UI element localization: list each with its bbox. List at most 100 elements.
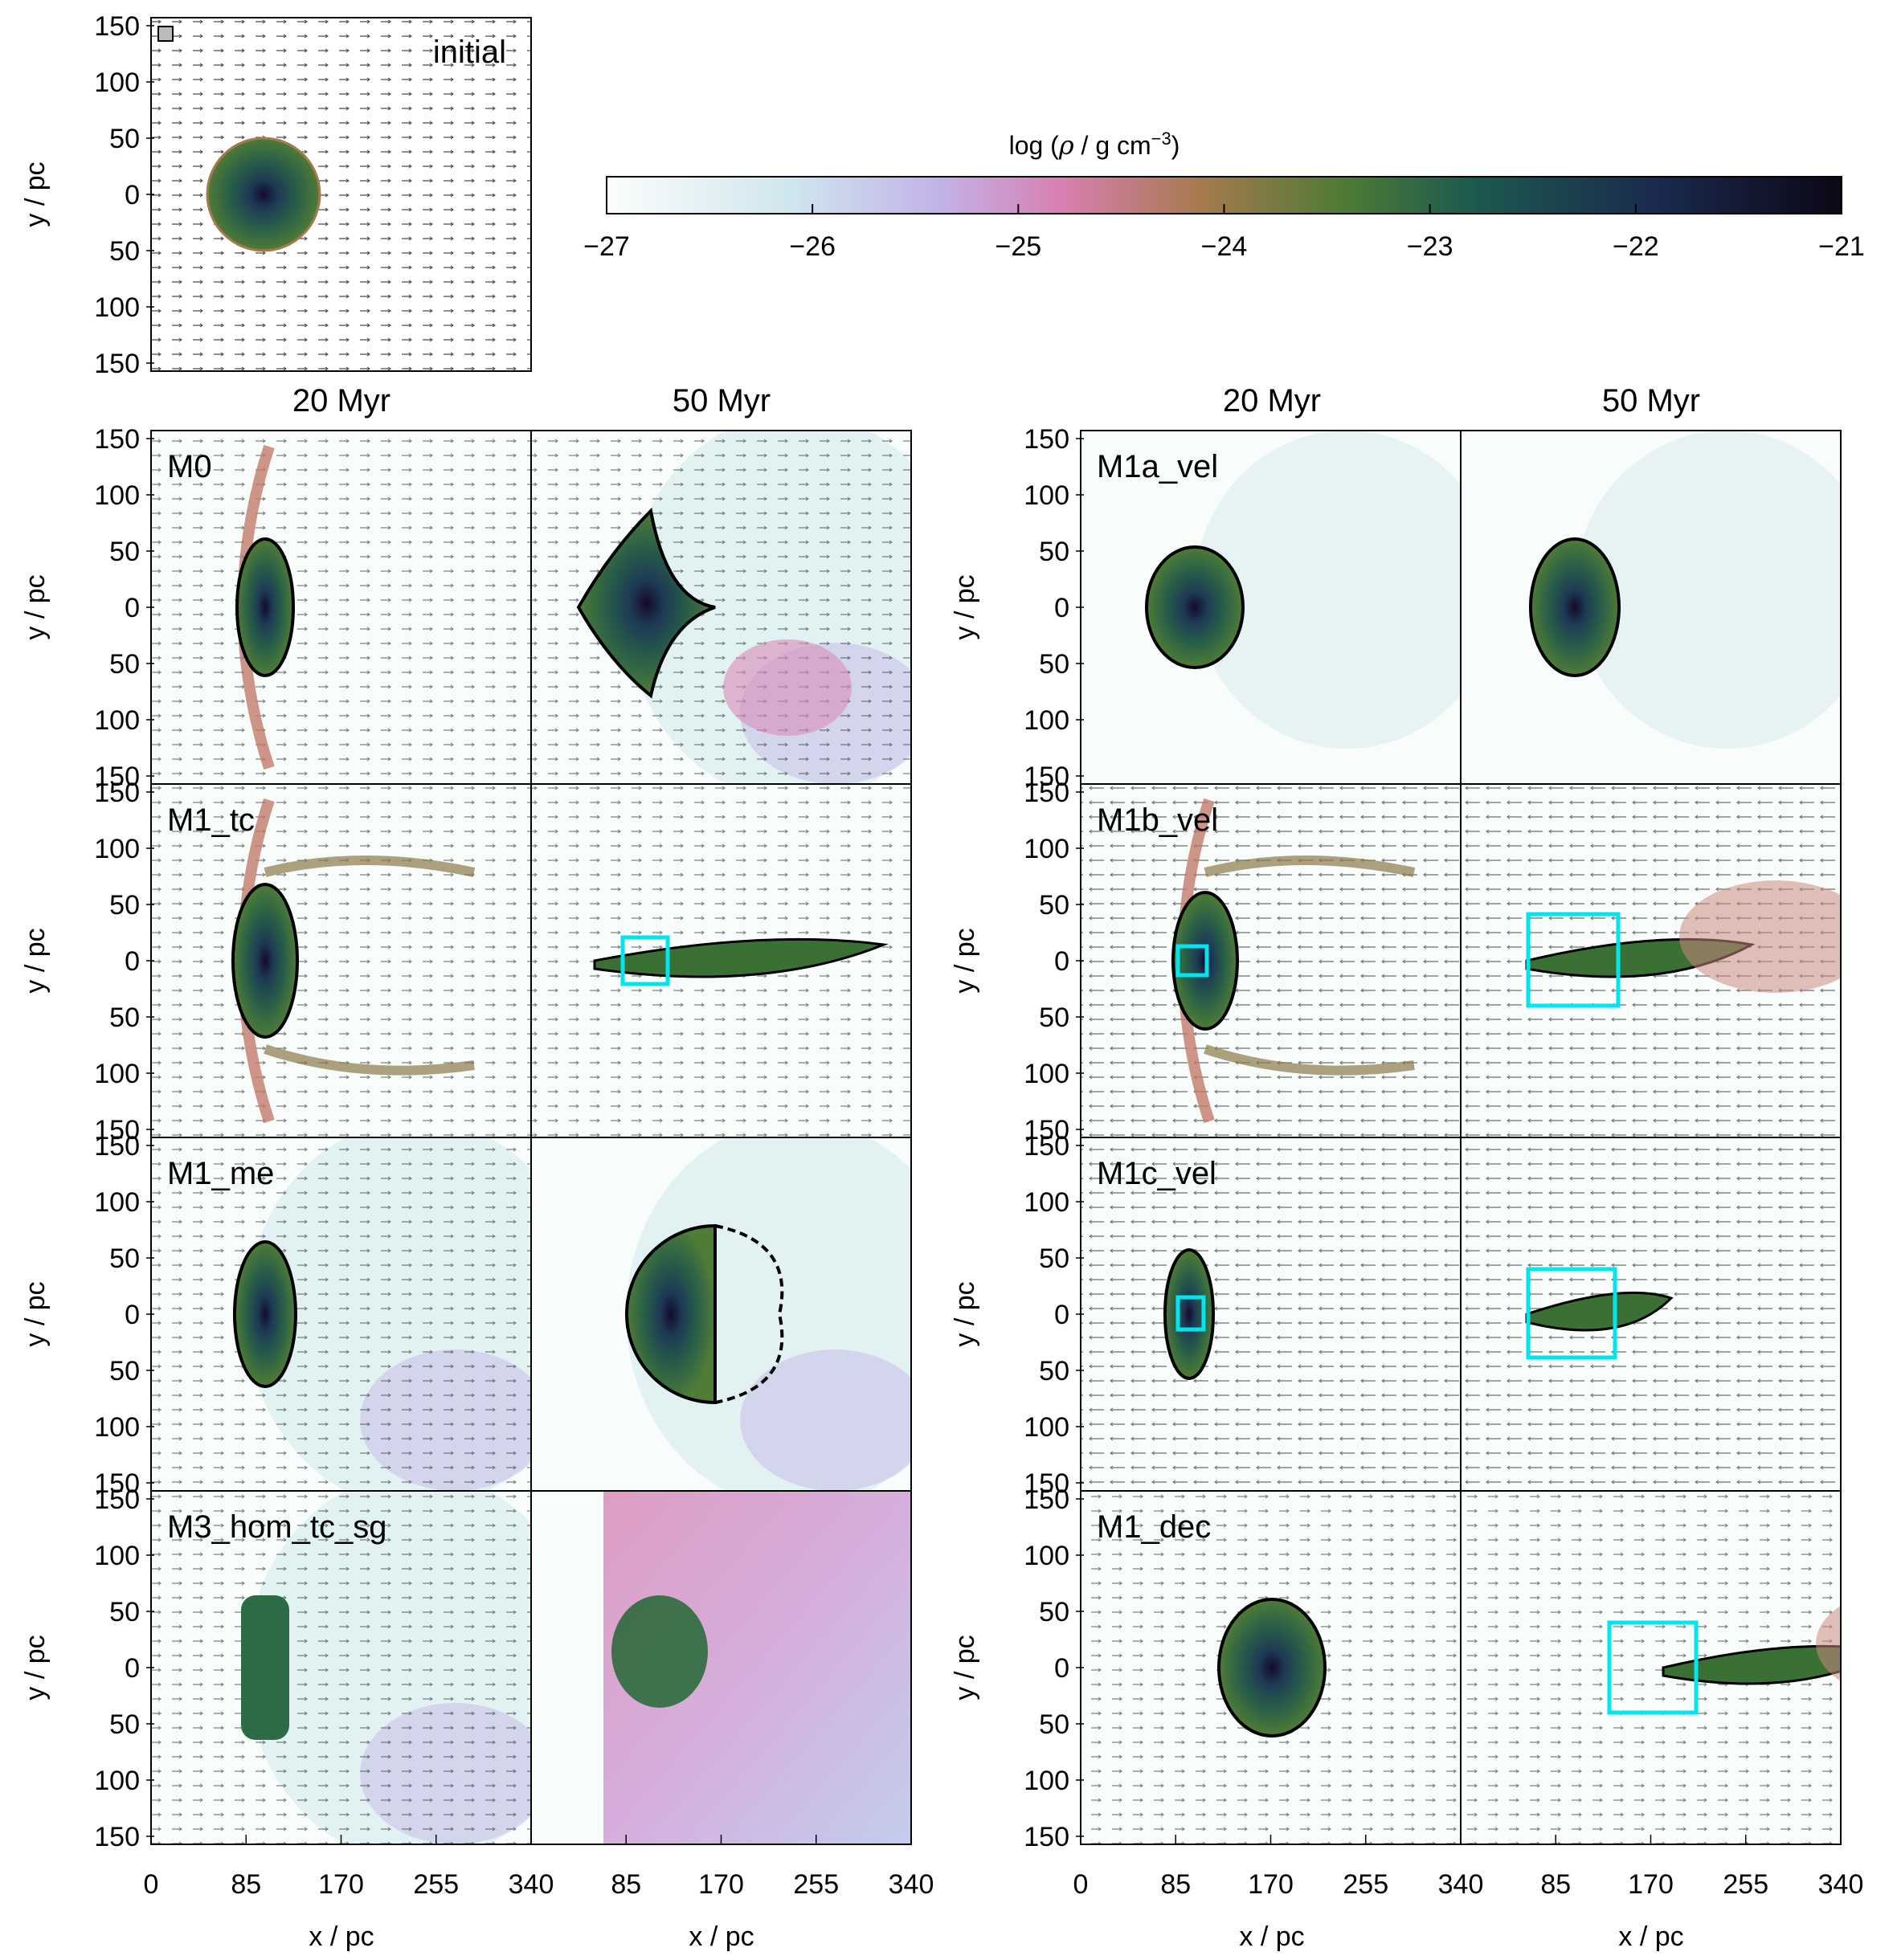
- x-tick-label: 0: [1073, 1869, 1089, 1900]
- y-tick-label: 50: [109, 1356, 140, 1386]
- y-tick-label: 0: [1054, 1300, 1069, 1330]
- y-tick-label: 0: [1054, 1653, 1069, 1684]
- sim-panel: [530, 430, 912, 785]
- y-tick-label: 50: [109, 649, 140, 680]
- gas-cloud: [1574, 431, 1841, 749]
- x-tick-label: 85: [1160, 1869, 1191, 1900]
- x-tick-label: 340: [889, 1869, 934, 1900]
- y-tick-label: 0: [125, 1300, 140, 1330]
- x-tick-label: 170: [1248, 1869, 1294, 1900]
- y-tick-label: 100: [1024, 1187, 1069, 1218]
- x-axis-label: x / pc: [689, 1921, 754, 1952]
- x-axis-label: x / pc: [309, 1921, 374, 1952]
- x-ticks: 0 85 170 255 340 85 170 255 340 0 85 170 255 340 85 170…: [144, 1835, 1864, 1900]
- velocity-arrows: [151, 1491, 531, 1844]
- y-tick-label: 50: [109, 537, 140, 567]
- gas-cloud: [1194, 431, 1461, 749]
- x-axis-label: x / pc: [1239, 1921, 1304, 1952]
- dense-clump: [1163, 1248, 1215, 1380]
- sim-panel: [530, 1490, 912, 1845]
- y-tick-label: 100: [1024, 834, 1069, 864]
- panel-label: M1_dec: [1097, 1509, 1211, 1545]
- sim-panel: 150 100 50 0 50 100 150: [94, 424, 532, 792]
- colorbar: log (ρ / g cm−3) −27 −26 −25 −24 −23 −22 −21: [583, 129, 1865, 262]
- x-tick-label: 255: [1343, 1869, 1388, 1900]
- y-axis-label: y / pc: [20, 928, 51, 993]
- y-tick-label: 150: [94, 762, 140, 792]
- y-tick-label: 50: [1039, 1002, 1069, 1033]
- dense-clump: [576, 507, 716, 699]
- colorbar-tick-label: −25: [995, 231, 1041, 262]
- initial-label: initial: [433, 35, 506, 70]
- y-tick-label: 50: [1039, 1356, 1069, 1386]
- x-axis-label: x / pc: [1618, 1921, 1683, 1952]
- panel-label: M1a_vel: [1097, 449, 1218, 484]
- x-tick-label: 85: [231, 1869, 261, 1900]
- initial-y-axis-label: y / pc: [20, 161, 51, 227]
- y-axis-label: y / pc: [20, 574, 51, 639]
- gas-tail: [1525, 1291, 1674, 1332]
- x-tick-label: 170: [698, 1869, 744, 1900]
- y-tick-label: 0: [125, 180, 140, 210]
- y-tick-label: 150: [1024, 1822, 1069, 1852]
- y-axis-labels: y / pc y / pc y / pc y / pc y / pc y / p…: [20, 574, 980, 1700]
- sim-panel: [1460, 1490, 1842, 1845]
- y-tick-label: 100: [94, 705, 140, 736]
- y-axis-label: y / pc: [950, 1281, 980, 1346]
- y-tick-label: 50: [109, 890, 140, 921]
- y-tick-label: 100: [94, 1541, 140, 1571]
- gas-cloud: [611, 1595, 708, 1708]
- y-tick-label: 50: [109, 236, 140, 267]
- dense-clump: [1217, 1598, 1327, 1737]
- dense-clump: [1529, 537, 1621, 677]
- contour: [714, 1224, 784, 1404]
- gas-cloud: [1679, 880, 1841, 993]
- colorbar-tick-label: −21: [1818, 231, 1865, 262]
- y-tick-label: 150: [1024, 762, 1069, 792]
- zoom-box: [1526, 912, 1621, 1008]
- gas-cloud: [723, 639, 852, 736]
- x-tick-label: 170: [318, 1869, 364, 1900]
- y-axis-label: y / pc: [950, 928, 980, 993]
- y-tick-label: 50: [1039, 649, 1069, 680]
- velocity-arrows: [1081, 784, 1461, 1137]
- y-tick-label: 100: [1024, 1412, 1069, 1443]
- y-tick-label: 50: [1039, 1597, 1069, 1627]
- column-title: 50 Myr: [673, 383, 771, 419]
- y-tick-label: 150: [94, 424, 140, 455]
- y-tick-label: 0: [1054, 946, 1069, 977]
- panel-label: M0: [167, 449, 212, 484]
- y-tick-label: 100: [94, 292, 140, 323]
- y-tick-label: 150: [1024, 1484, 1069, 1515]
- y-tick-label: 150: [94, 1468, 140, 1499]
- y-tick-label: 150: [94, 1822, 140, 1852]
- panel-label: M1_me: [167, 1156, 274, 1191]
- column-titles: 20 Myr 50 Myr 20 Myr 50 Myr: [292, 383, 1700, 419]
- dense-clump: [235, 537, 295, 677]
- x-tick-label: 0: [144, 1869, 159, 1900]
- velocity-arrows: [151, 784, 531, 1137]
- x-tick-label: 340: [1818, 1869, 1864, 1900]
- dense-clump: [1145, 545, 1245, 669]
- panel-label: M1b_vel: [1097, 802, 1218, 838]
- y-tick-label: 150: [94, 349, 140, 379]
- zoom-box: [620, 935, 670, 986]
- y-axis-label: y / pc: [20, 1635, 51, 1700]
- y-tick-label: 150: [94, 1484, 140, 1515]
- y-tick-label: 100: [1024, 1766, 1069, 1796]
- x-tick-label: 255: [1723, 1869, 1768, 1900]
- panel-label: M3_hom_tc_sg: [167, 1509, 386, 1545]
- colorbar-tick-label: −23: [1407, 231, 1453, 262]
- x-tick-label: 340: [1438, 1869, 1484, 1900]
- x-tick-label: 85: [1540, 1869, 1571, 1900]
- sim-panel: 150 100 50 0 50 100 150: [94, 778, 532, 1145]
- y-tick-label: 100: [94, 1766, 140, 1796]
- y-tick-label: 50: [109, 1597, 140, 1627]
- y-tick-label: 150: [1024, 1115, 1069, 1145]
- bow-shock: [264, 1044, 475, 1076]
- y-tick-label: 0: [125, 593, 140, 623]
- y-tick-label: 150: [94, 778, 140, 808]
- colorbar-tick-label: −26: [789, 231, 836, 262]
- y-tick-label: 100: [94, 1412, 140, 1443]
- y-axis-label: y / pc: [950, 574, 980, 639]
